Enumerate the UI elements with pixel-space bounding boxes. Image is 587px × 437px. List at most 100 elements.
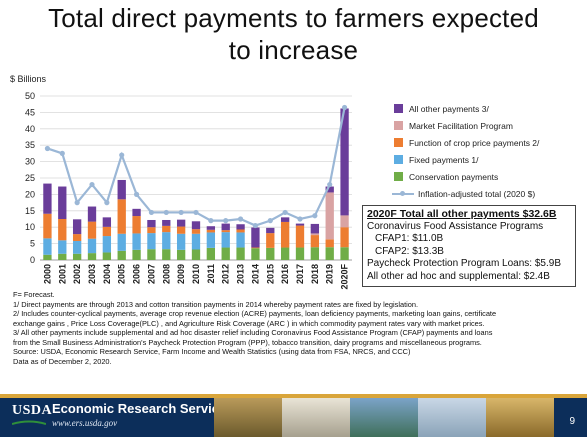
bar-segment	[117, 250, 126, 260]
line-point	[237, 216, 244, 222]
infobox-line-cfap: Coronavirus Food Assistance Programs	[367, 220, 544, 232]
bar-segment	[340, 215, 349, 228]
legend-label: Conservation payments	[409, 171, 499, 182]
line-point	[119, 152, 125, 158]
bar-segment	[206, 247, 216, 260]
y-tick-label: 45	[25, 107, 35, 117]
x-tick-label: 2020F	[340, 264, 350, 290]
footer-photo-strip	[214, 398, 554, 437]
usda-logo-text: USDA	[12, 403, 53, 418]
bar-segment	[295, 225, 305, 248]
bar-segment	[58, 219, 67, 241]
bar-segment	[310, 235, 320, 248]
x-tick-label: 2009	[176, 264, 186, 284]
footer-band: USDA Economic Research Service www.ers.u…	[0, 394, 587, 437]
legend-item: Market Facilitation Program	[392, 117, 582, 134]
bar-segment	[176, 219, 186, 227]
bar-segment	[340, 227, 349, 248]
bar-segment	[87, 221, 97, 239]
bar-segment	[251, 247, 260, 249]
y-tick-label: 0	[30, 255, 35, 265]
bar-segment	[266, 227, 275, 234]
footnote-line: Source: USDA, Economic Research Service,…	[13, 347, 411, 356]
bar-segment	[132, 208, 141, 217]
y-tick-label: 20	[25, 189, 35, 199]
x-tick-label: 2005	[117, 264, 127, 284]
bar-segment	[176, 226, 186, 234]
bar-segment	[58, 186, 67, 219]
x-tick-label: 2013	[236, 264, 246, 284]
bar-segment	[340, 108, 349, 216]
footer-accent-strip	[0, 394, 587, 398]
y-tick-label: 15	[25, 206, 35, 216]
bar-segment	[176, 249, 186, 260]
y-tick-label: 10	[25, 222, 35, 232]
legend-swatch	[394, 172, 403, 181]
line-point	[89, 181, 95, 188]
line-point	[252, 222, 259, 229]
slide-title: Total direct payments to farmers expecte…	[0, 2, 587, 66]
bar-segment	[325, 239, 334, 248]
legend-label: All other payments 3/	[409, 103, 489, 114]
x-tick-label: 2000	[42, 264, 52, 284]
bar-segment	[162, 219, 171, 226]
legend-item: Function of crop price payments 2/	[392, 134, 582, 151]
bar-segment	[325, 186, 334, 193]
other-payments-infobox: 2020F Total all other payments $32.6B Co…	[362, 205, 576, 287]
bar-segment	[310, 247, 320, 260]
usda-logo: USDA	[12, 403, 53, 425]
y-tick-label: 35	[25, 140, 35, 150]
bar-segment	[221, 223, 230, 231]
bar-segment	[206, 229, 216, 233]
bar-segment	[43, 238, 52, 255]
x-tick-label: 2015	[265, 264, 275, 284]
bar-segment	[147, 227, 156, 234]
legend-line-label: Inflation-adjusted total (2020 $)	[418, 188, 536, 199]
line-point	[148, 209, 155, 216]
bar-segment	[72, 219, 82, 235]
bar-segment	[43, 254, 52, 260]
bar-segment	[191, 229, 201, 234]
footnotes: F= Forecast. 1/ Direct payments are thro…	[13, 290, 583, 366]
line-point	[297, 216, 303, 222]
x-tick-label: 2003	[87, 264, 97, 284]
bar-segment	[102, 236, 112, 253]
bar-segment	[280, 221, 290, 248]
bar-segment	[132, 233, 141, 250]
footnote-line: 2/ Includes counter-cyclical payments, a…	[13, 309, 497, 318]
org-url[interactable]: www.ers.usda.gov	[52, 418, 118, 428]
bar-segment	[236, 224, 245, 230]
line-point	[312, 213, 318, 219]
line-point	[44, 145, 51, 152]
footnote-line: 3/ All other payments include supplement…	[13, 328, 493, 337]
footnote-line: Data as of December 2, 2020.	[13, 356, 112, 366]
x-tick-label: 2018	[310, 264, 320, 284]
line-legend-icon	[392, 189, 414, 198]
bar-segment	[102, 252, 112, 260]
legend-item: Fixed payments 1/	[392, 151, 582, 168]
line-point	[74, 200, 80, 206]
bar-segment	[132, 216, 141, 234]
bar-segment	[102, 226, 112, 237]
bar-segment	[58, 253, 67, 260]
bar-segment	[310, 223, 320, 234]
legend-swatch	[394, 138, 403, 147]
legend-item-inflation-line: Inflation-adjusted total (2020 $)	[392, 185, 582, 202]
legend-label: Function of crop price payments 2/	[409, 137, 540, 148]
grain-photo	[282, 398, 350, 437]
bar-segment	[310, 233, 320, 236]
infobox-line-ppp: Paycheck Protection Program Loans: $5.9B	[367, 258, 561, 270]
line-point	[193, 209, 199, 216]
footnote-line: from the Small Business Administration's…	[13, 337, 482, 347]
footnote-line: 1/ Direct payments are through 2013 and …	[13, 299, 419, 309]
chart-legend: All other payments 3/Market Facilitation…	[392, 100, 582, 202]
line-point	[267, 218, 273, 224]
usda-logo-swoosh-icon	[12, 420, 46, 425]
line-point	[327, 181, 333, 188]
bar-segment	[162, 249, 171, 260]
org-name: Economic Research Service	[52, 401, 227, 416]
bar-segment	[176, 233, 186, 250]
bar-segment	[117, 233, 126, 251]
bar-segment	[87, 206, 97, 222]
bar-segment	[162, 225, 171, 233]
